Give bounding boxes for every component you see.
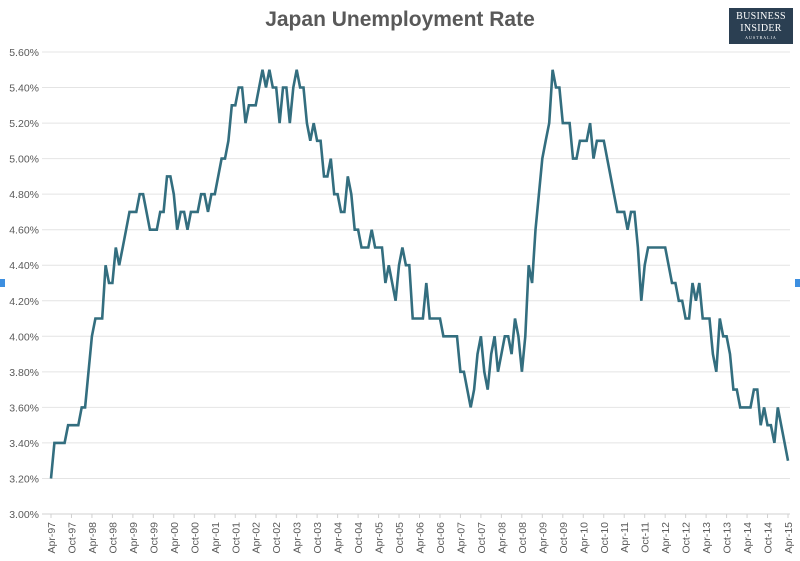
x-tick-label: Apr-09	[537, 522, 549, 554]
x-tick-label: Apr-01	[210, 522, 222, 554]
x-tick-label: Apr-97	[46, 522, 58, 554]
x-tick-label: Apr-98	[87, 522, 99, 554]
x-tick-label: Apr-12	[660, 522, 672, 554]
y-tick-label: 4.80%	[9, 189, 39, 201]
x-tick-label: Oct-09	[558, 522, 570, 554]
x-tick-label: Oct-97	[66, 522, 78, 554]
logo-line-1: BUSINESS	[736, 11, 786, 22]
x-tick-label: Oct-08	[517, 522, 529, 554]
x-tick-label: Oct-03	[312, 522, 324, 554]
x-tick-label: Apr-15	[783, 522, 795, 554]
x-tick-label: Apr-07	[455, 522, 467, 554]
x-tick-label: Apr-10	[578, 522, 590, 554]
y-tick-label: 3.60%	[9, 402, 39, 414]
x-tick-label: Apr-11	[619, 522, 631, 553]
x-tick-label: Apr-13	[701, 522, 713, 554]
x-tick-label: Oct-04	[353, 522, 365, 554]
x-tick-label: Apr-05	[374, 522, 386, 554]
selection-handle-left[interactable]	[0, 279, 5, 287]
x-tick-label: Apr-04	[333, 522, 345, 554]
x-tick-label: Oct-06	[435, 522, 447, 554]
gridlines	[42, 51, 790, 515]
x-tick-label: Oct-98	[107, 522, 119, 554]
x-tick-label: Apr-00	[169, 522, 181, 554]
y-tick-label: 4.60%	[9, 225, 39, 237]
unemployment-line	[49, 69, 790, 479]
x-tick-label: Oct-11	[640, 522, 652, 553]
x-tick-label: Oct-02	[271, 522, 283, 554]
y-tick-label: 4.00%	[9, 331, 39, 343]
y-tick-label: 5.20%	[9, 118, 39, 130]
x-tick-label: Oct-13	[722, 522, 734, 554]
y-tick-label: 3.40%	[9, 438, 39, 450]
x-tick-label: Oct-99	[148, 522, 160, 554]
chart-title: Japan Unemployment Rate	[265, 8, 535, 31]
x-tick-label: Apr-14	[742, 522, 754, 554]
x-tick-label: Apr-08	[496, 522, 508, 554]
x-tick-label: Oct-00	[189, 522, 201, 554]
x-tick-label: Oct-05	[394, 522, 406, 554]
y-tick-label: 5.00%	[9, 154, 39, 166]
x-tick-label: Oct-01	[230, 522, 242, 554]
x-axis-labels: Apr-97 Oct-97 Apr-98 Oct-98 Apr-99 Oct-99 Apr-…	[46, 514, 795, 554]
y-tick-label: 4.20%	[9, 296, 39, 308]
x-tick-label: Oct-07	[476, 522, 488, 554]
y-tick-label: 5.40%	[9, 83, 39, 95]
y-tick-label: 3.80%	[9, 367, 39, 379]
y-axis-labels: 3.00% 3.20% 3.40% 3.60% 3.80% 4.00% 4.20% 4.40%…	[9, 47, 39, 521]
x-tick-label: Apr-02	[251, 522, 263, 554]
x-tick-label: Oct-10	[599, 522, 611, 554]
logo-line-3: AUSTRALIA	[745, 35, 777, 40]
selection-handle-right[interactable]	[795, 279, 800, 287]
x-tick-label: Oct-12	[681, 522, 693, 554]
logo-line-2: INSIDER	[740, 23, 782, 34]
x-tick-label: Apr-03	[292, 522, 304, 554]
x-tick-label: Oct-14	[763, 522, 775, 554]
y-tick-label: 3.00%	[9, 509, 39, 521]
series-unemployment	[49, 69, 790, 479]
y-tick-label: 5.60%	[9, 47, 39, 59]
y-tick-label: 4.40%	[9, 260, 39, 272]
business-insider-logo: BUSINESS INSIDER AUSTRALIA	[729, 8, 793, 44]
x-tick-label: Apr-99	[128, 522, 140, 554]
y-tick-label: 3.20%	[9, 473, 39, 485]
x-tick-label: Apr-06	[415, 522, 427, 554]
